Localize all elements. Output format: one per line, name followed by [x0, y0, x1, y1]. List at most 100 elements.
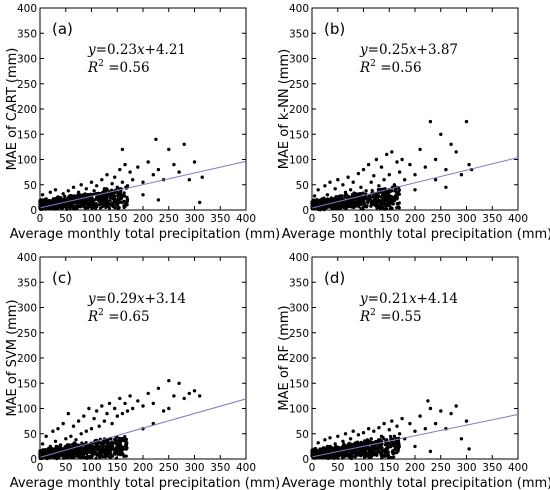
y-tick-label: 150: [289, 129, 309, 141]
data-point: [439, 132, 443, 136]
cloud-point: [347, 204, 351, 208]
data-point: [123, 401, 127, 406]
cloud-point: [102, 203, 106, 208]
data-point: [120, 180, 125, 184]
x-tick-label: 0: [37, 462, 44, 474]
cloud-point: [105, 197, 109, 201]
data-point: [312, 194, 317, 198]
fit-equation: y=0.25x+3.87: [359, 42, 458, 58]
data-point: [131, 178, 135, 182]
x-tick-label: 250: [159, 462, 179, 474]
data-point: [366, 162, 371, 167]
y-tick-label: 350: [17, 277, 37, 289]
data-point: [387, 173, 391, 177]
cloud-point: [118, 447, 122, 452]
data-point: [107, 401, 112, 406]
regression-line: [311, 157, 519, 209]
panel-1: 0 50 100 150 200 250 300 350 400 0 50 100 150 200 250 3…: [5, 3, 280, 242]
cloud-point: [386, 450, 390, 454]
data-point: [467, 162, 471, 167]
cloud-point: [91, 452, 95, 456]
cloud-point: [111, 197, 115, 201]
cloud-point: [80, 449, 84, 453]
data-point: [449, 411, 453, 416]
data-point: [69, 194, 73, 198]
y-tick-label: 200: [17, 353, 37, 365]
cloud-point: [375, 453, 379, 457]
cloud-point: [352, 205, 356, 210]
cloud-point: [56, 453, 60, 457]
data-point: [423, 427, 427, 431]
data-point: [433, 157, 438, 162]
data-point: [118, 167, 122, 172]
cloud-point: [379, 187, 383, 191]
data-point: [66, 411, 71, 416]
data-point: [343, 190, 348, 194]
cloud-point: [361, 202, 365, 206]
cloud-point: [363, 442, 367, 446]
cloud-point: [320, 202, 324, 206]
data-point: [449, 142, 453, 146]
scatter-cloud: [38, 185, 129, 211]
data-point: [58, 443, 63, 447]
cloud-point: [118, 191, 123, 195]
cloud-point: [386, 441, 390, 445]
data-point: [125, 409, 130, 413]
cloud-point: [56, 205, 60, 209]
data-point: [397, 432, 402, 436]
cloud-point: [42, 451, 47, 455]
cloud-point: [124, 201, 129, 205]
y-tick-label: 0: [302, 205, 309, 217]
data-point: [390, 150, 394, 154]
plot-frame: [39, 7, 247, 211]
data-point: [69, 434, 73, 438]
data-point: [400, 157, 404, 162]
cloud-point: [370, 203, 374, 207]
cloud-point: [385, 192, 389, 196]
data-point: [316, 441, 320, 445]
cloud-point: [78, 455, 83, 459]
cloud-point: [84, 448, 88, 452]
cloud-point: [124, 443, 128, 447]
data-point: [385, 152, 389, 157]
cloud-point: [367, 447, 371, 451]
cloud-point: [391, 451, 395, 455]
cloud-point: [94, 456, 98, 460]
x-tick-label: 200: [133, 213, 153, 225]
cloud-point: [351, 451, 356, 455]
data-point: [66, 189, 71, 193]
x-tick-label: 150: [379, 462, 399, 474]
cloud-point: [389, 436, 393, 440]
x-tick-label: 400: [236, 462, 256, 474]
cloud-point: [120, 452, 124, 456]
data-point: [426, 399, 430, 403]
cloud-point: [342, 444, 346, 448]
cloud-point: [393, 188, 397, 192]
data-point: [89, 180, 94, 184]
cloud-point: [396, 202, 400, 206]
panel-label: (a): [52, 20, 73, 38]
cloud-point: [393, 440, 397, 445]
plot-frame: [311, 256, 519, 460]
cloud-point: [98, 450, 102, 454]
data-point: [341, 183, 345, 187]
data-point: [385, 438, 389, 442]
data-point: [120, 147, 125, 152]
cloud-point: [88, 454, 92, 458]
cloud-point: [98, 445, 102, 449]
cloud-point: [124, 447, 128, 451]
data-point: [359, 185, 363, 189]
data-point: [392, 183, 397, 187]
x-tick-label: 250: [431, 462, 451, 474]
data-point: [136, 165, 140, 169]
panel-3: 0 50 100 150 200 250 300 350 400 0 50 100 150 200 250 3…: [5, 252, 280, 490]
cloud-point: [98, 202, 102, 206]
data-point: [338, 194, 342, 198]
data-point: [131, 406, 135, 411]
cloud-point: [122, 204, 126, 208]
x-tick-label: 200: [405, 462, 425, 474]
cloud-point: [85, 452, 89, 456]
x-tick-label: 0: [37, 213, 44, 225]
scatter-series: [40, 379, 202, 449]
data-point: [379, 434, 384, 438]
